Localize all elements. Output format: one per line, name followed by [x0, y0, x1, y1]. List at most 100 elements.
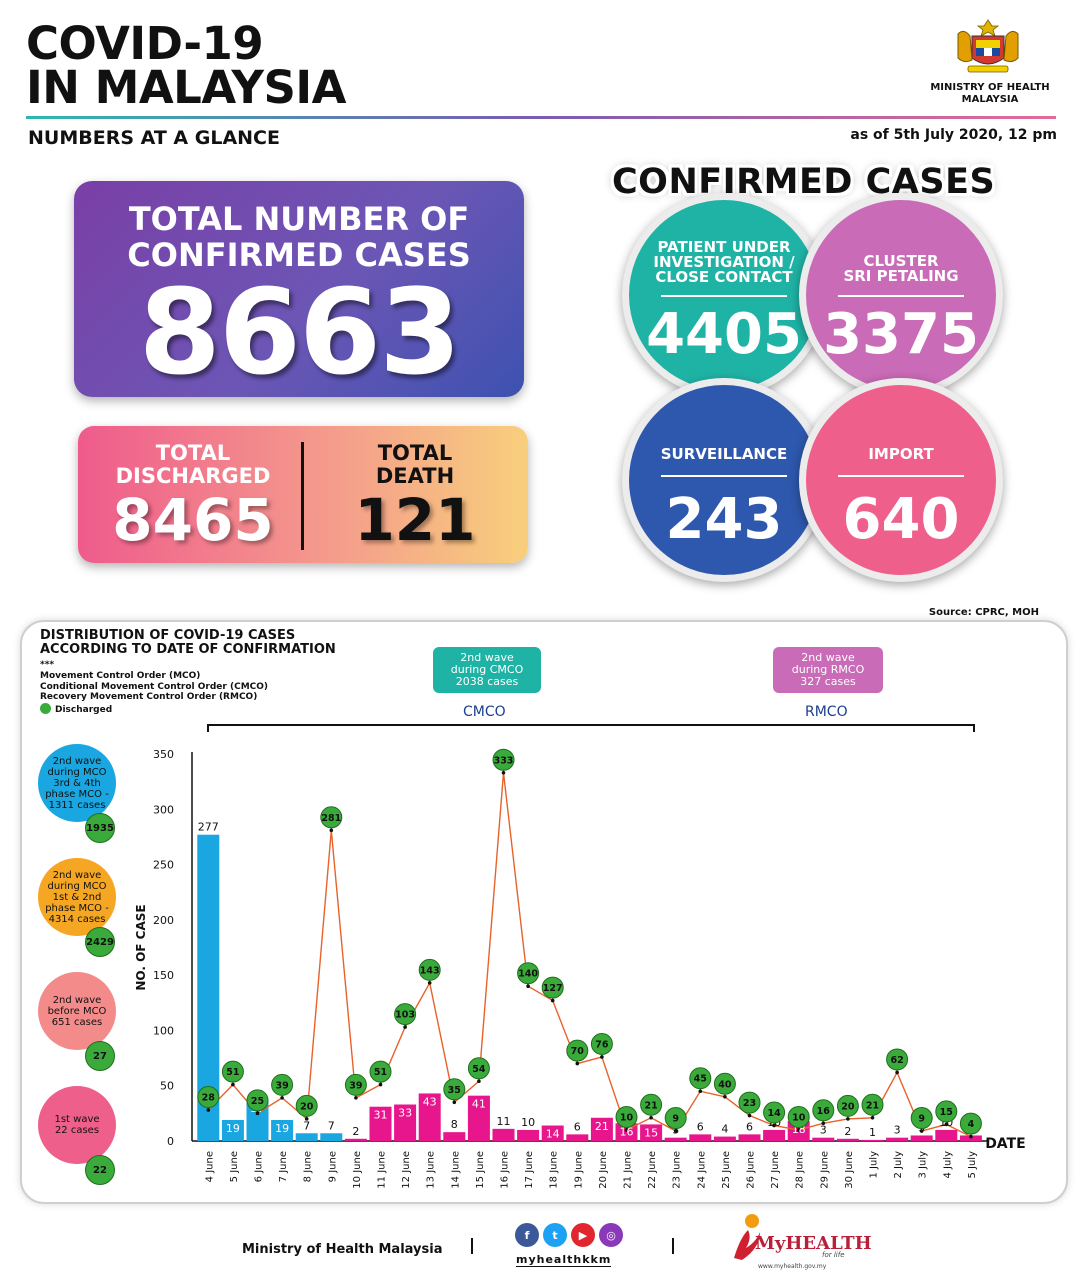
discharged-value-label: 62 — [890, 1055, 903, 1066]
x-tick-label: 9 June — [327, 1151, 338, 1182]
x-tick-label: 14 June — [450, 1151, 461, 1189]
malaysia-coat-of-arms-icon — [957, 19, 1019, 73]
total-confirmed-label-1: TOTAL NUMBER OF — [128, 200, 470, 238]
cmco-box-line-1: 2nd wave — [460, 651, 514, 664]
bar-value-label: 19 — [275, 1122, 289, 1135]
bar — [467, 1095, 490, 1141]
x-tick-label: 25 June — [721, 1151, 732, 1189]
bar-value-label: 41 — [472, 1098, 486, 1111]
bar — [221, 1119, 244, 1141]
discharged-badge — [615, 1105, 638, 1128]
death-value: 121 — [354, 486, 476, 554]
discharged-value-label: 45 — [694, 1074, 707, 1085]
twitter-icon[interactable]: t — [543, 1223, 567, 1247]
facebook-icon[interactable]: f — [515, 1223, 539, 1247]
subtitle: NUMBERS AT A GLANCE — [28, 127, 280, 149]
side-wave-line: 1311 cases — [48, 799, 106, 811]
note-mco: Movement Control Order (MCO) — [40, 670, 201, 681]
bar-value-label: 14 — [546, 1128, 560, 1141]
x-tick-label: 6 June — [254, 1151, 265, 1182]
side-discharged-badge: 27 — [85, 1041, 115, 1071]
youtube-icon[interactable]: ▶ — [571, 1223, 595, 1247]
bar-value-label: 6 — [697, 1120, 704, 1133]
bar-value-label: 8 — [451, 1118, 458, 1131]
rmco-wave-box: 2nd wave during RMCO 327 cases — [773, 647, 883, 693]
bar-value-label: 33 — [398, 1107, 412, 1120]
discharged-badge — [221, 1060, 244, 1083]
bar-value-label: 3 — [820, 1124, 827, 1137]
x-tick-label: 26 June — [746, 1151, 757, 1189]
discharged-badge — [787, 1105, 810, 1128]
side-wave-line: 1st & 2nd — [52, 891, 102, 903]
rmco-box-line-3: 327 cases — [800, 675, 856, 688]
discharged-value-label: 54 — [472, 1064, 486, 1075]
x-tick-label: 18 June — [549, 1151, 560, 1189]
bar — [935, 1129, 958, 1141]
discharged-value-label: 15 — [940, 1107, 953, 1118]
bar-value-label: 16 — [620, 1125, 634, 1138]
discharged-legend-icon — [40, 703, 51, 715]
discharged-value-label: 333 — [494, 755, 514, 766]
bar — [492, 1128, 515, 1141]
discharged-value-label: 16 — [817, 1106, 831, 1117]
discharged-label-2: DISCHARGED — [115, 464, 271, 488]
cluster-label-2: SRI PETALING — [843, 267, 959, 285]
legend-discharged-label: Discharged — [55, 705, 113, 716]
discharged-badge — [295, 1094, 318, 1117]
total-confirmed-value: 8663 — [138, 263, 461, 401]
side-wave-line: 2nd wave — [52, 755, 102, 767]
discharged-badge — [541, 976, 564, 999]
surveillance-circle: SURVEILLANCE 243 — [622, 378, 826, 582]
ministry-line-2: MALAYSIA — [961, 94, 1019, 105]
import-value: 640 — [842, 487, 960, 552]
bar — [443, 1132, 466, 1141]
discharged-badge — [935, 1100, 958, 1123]
bar — [664, 1137, 687, 1141]
discharged-badge — [418, 958, 441, 981]
social-handle: myhealthkkm — [516, 1253, 612, 1267]
bar — [812, 1137, 835, 1141]
discharged-value-label: 76 — [595, 1039, 609, 1050]
discharged-badge — [320, 806, 343, 829]
side-wave-text: 2nd wave before MCO 651 cases — [48, 995, 107, 1028]
side-wave-line: during MCO — [47, 766, 107, 778]
discharged-badge — [566, 1039, 589, 1062]
discharged-badge — [836, 1094, 859, 1117]
bar — [590, 1117, 613, 1141]
x-tick-label: 12 June — [401, 1151, 412, 1189]
myhealth-tagline: for life — [822, 1251, 845, 1259]
page-title: COVID-19 IN MALAYSIA — [26, 21, 346, 110]
side-discharged-badge: 1935 — [85, 813, 115, 843]
bar-value-label: 7 — [328, 1119, 335, 1132]
side-discharged-badge: 2429 — [85, 927, 115, 957]
chart-panel — [20, 620, 1068, 1204]
discharged-badge — [246, 1089, 269, 1112]
bar — [738, 1134, 761, 1141]
x-tick-label: 17 June — [524, 1151, 535, 1189]
bar — [689, 1134, 712, 1141]
instagram-icon[interactable]: ◎ — [599, 1223, 623, 1247]
surveillance-label: SURVEILLANCE — [660, 445, 788, 463]
bar-value-label: 2 — [844, 1125, 851, 1138]
x-tick-label: 4 June — [204, 1151, 215, 1182]
bar-value-label: 2 — [352, 1125, 359, 1138]
side-wave-text: 1st wave 22 cases — [54, 1114, 99, 1136]
discharged-label-1: TOTAL — [155, 441, 231, 465]
bar — [640, 1124, 663, 1141]
x-tick-label: 19 June — [573, 1151, 584, 1189]
confirmed-cases-title: CONFIRMED CASES — [612, 162, 996, 202]
x-tick-label: 10 June — [352, 1151, 363, 1189]
discharged-value-label: 28 — [202, 1093, 216, 1104]
pui-circle: PATIENT UNDER INVESTIGATION / CLOSE CONT… — [622, 193, 826, 397]
side-wave-line: 651 cases — [51, 1016, 103, 1028]
discharged-value-label: 140 — [518, 969, 538, 980]
side-wave-text: 2nd wave during MCO 1st & 2nd phase MCO … — [45, 870, 109, 925]
x-tick-label: 27 June — [770, 1151, 781, 1189]
x-tick-label: 1 July — [869, 1151, 880, 1179]
bar-value-label: 1 — [869, 1126, 876, 1139]
side-wave-text: 2nd wave during MCO 3rd & 4th phase MCO … — [45, 756, 109, 811]
side-wave-line: 3rd & 4th — [53, 777, 101, 789]
discharged-badge — [492, 748, 515, 771]
side-wave-line: phase MCO - — [45, 788, 109, 800]
x-tick-label: 5 July — [967, 1151, 978, 1179]
